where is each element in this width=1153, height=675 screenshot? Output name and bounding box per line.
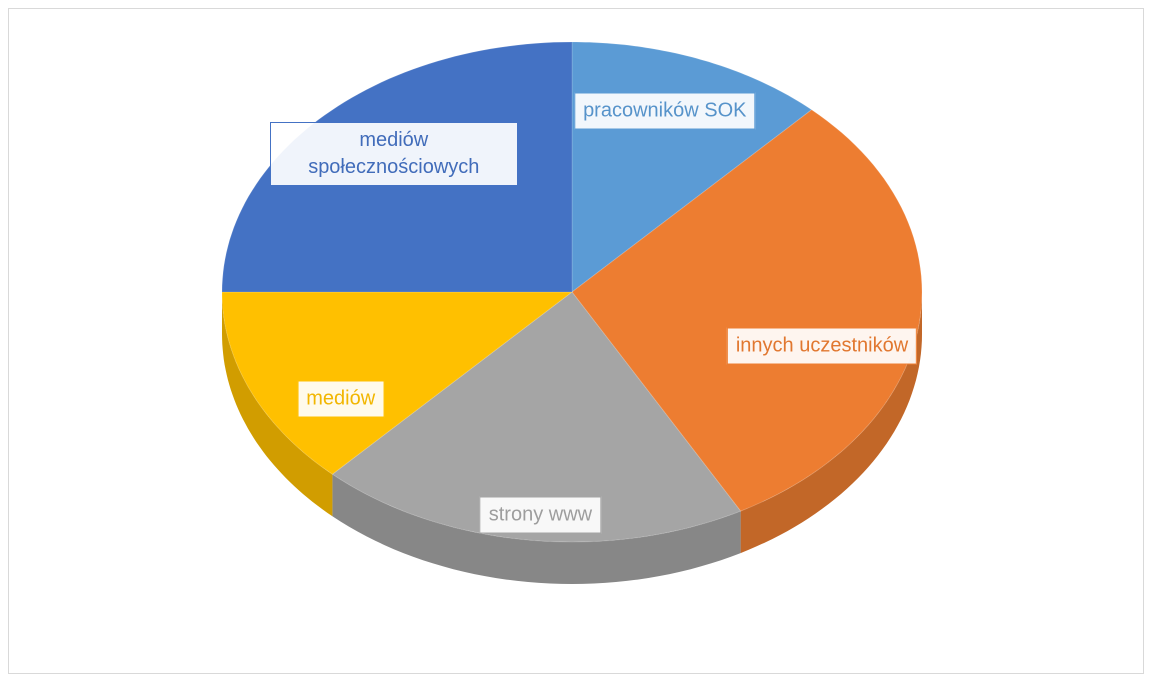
slice-side (332, 474, 741, 584)
data-label: mediów społecznościowych (269, 122, 518, 187)
data-label: pracowników SOK (574, 92, 756, 130)
slice-side (222, 292, 333, 517)
slice-side (740, 292, 922, 554)
slice (331, 291, 742, 543)
slice (221, 291, 574, 475)
data-label: innych uczestników (726, 327, 918, 365)
data-label: strony www (479, 496, 602, 534)
slice (571, 109, 923, 512)
chart-frame (8, 8, 1144, 674)
data-label: mediów (297, 380, 385, 418)
